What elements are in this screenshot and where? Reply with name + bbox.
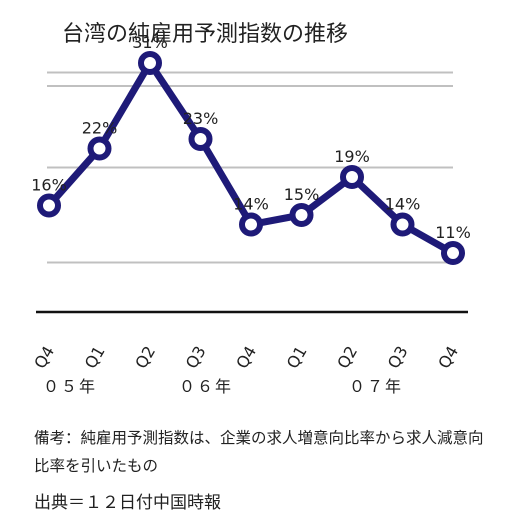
chart-title: 台湾の純雇用予測指数の推移 [62,22,349,47]
x-tick-label: Q4 [232,343,260,372]
data-point [87,136,112,161]
data-labels: 16% 22% 31% 23% 14% 15% 19% 14% 11% [31,33,471,242]
data-point [289,203,314,227]
data-label: 11% [435,223,471,242]
data-point [340,165,364,189]
data-label: 16% [31,176,67,195]
data-point [37,193,61,218]
year-group-labels: ０５年 ０６年 ０７年 [43,377,403,396]
x-tick-labels: Q4 Q1 Q2 Q3 Q4 Q1 Q2 Q3 Q4 [30,343,462,372]
data-point [138,51,162,75]
gridlines [47,71,453,264]
data-point [390,212,415,237]
data-label: 23% [183,109,219,128]
x-tick-label: Q4 [30,343,58,372]
data-point [239,212,263,237]
year-group-label: ０５年 [43,377,97,396]
x-tick-label: Q4 [434,343,462,372]
data-label: 19% [334,147,370,166]
data-point [441,241,465,265]
data-point [188,127,213,151]
data-points [37,51,465,265]
chart-source: 出典＝１２日付中国時報 [34,493,221,513]
x-tick-label: Q2 [131,343,159,372]
data-label: 14% [385,195,421,214]
x-tick-label: Q2 [333,343,361,372]
x-tick-label: Q3 [384,343,412,372]
data-label: 14% [233,195,269,214]
data-label: 22% [82,119,118,138]
x-tick-label: Q3 [182,343,210,372]
data-label: 31% [132,33,168,52]
year-group-label: ０７年 [349,377,403,396]
year-group-label: ０６年 [179,377,233,396]
data-label: 15% [284,185,320,204]
chart-note: 備考：純雇用予測指数は、企業の求人増意向比率から求人減意向比率を引いたもの [34,429,484,475]
x-tick-label: Q1 [283,343,311,372]
x-tick-label: Q1 [81,343,109,372]
